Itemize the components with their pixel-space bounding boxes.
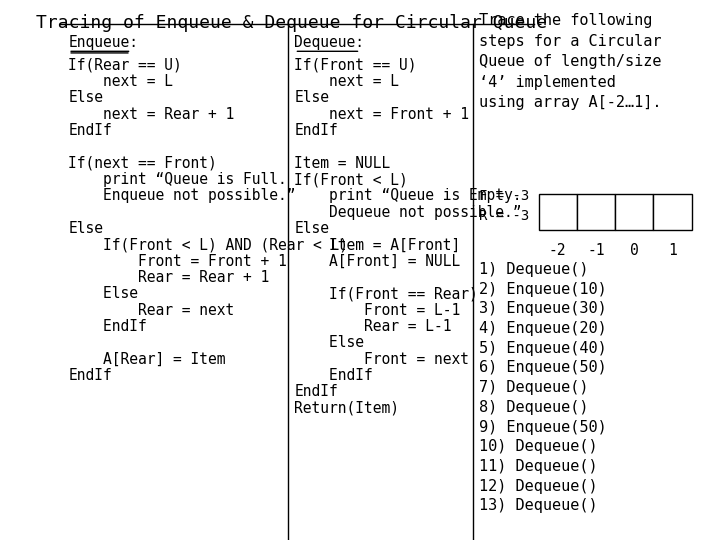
Text: F = -3: F = -3 — [480, 189, 529, 203]
Text: Dequeue not possible.”: Dequeue not possible.” — [294, 205, 522, 220]
Text: R = -3: R = -3 — [480, 209, 529, 223]
Text: Item = NULL: Item = NULL — [294, 156, 391, 171]
Text: Enqueue:: Enqueue: — [68, 35, 138, 50]
Text: Trace the following
steps for a Circular
Queue of length/size
‘4’ implemented
us: Trace the following steps for a Circular… — [480, 14, 662, 110]
Text: Else: Else — [294, 335, 364, 350]
Text: EndIf: EndIf — [68, 319, 147, 334]
Text: Else: Else — [68, 221, 103, 236]
Text: Item = A[Front]: Item = A[Front] — [294, 238, 461, 252]
Bar — [539, 194, 577, 230]
Text: next = Rear + 1: next = Rear + 1 — [68, 107, 235, 122]
Text: EndIf: EndIf — [294, 368, 373, 383]
Text: Dequeue:: Dequeue: — [294, 35, 364, 50]
Text: 1: 1 — [668, 243, 677, 258]
Text: If(Front == U): If(Front == U) — [294, 58, 417, 73]
Text: Else: Else — [294, 221, 330, 236]
Text: 8) Dequeue(): 8) Dequeue() — [480, 400, 589, 415]
Text: 12) Dequeue(): 12) Dequeue() — [480, 478, 598, 494]
Text: print “Queue is Empty.: print “Queue is Empty. — [294, 188, 522, 204]
Text: Rear = L-1: Rear = L-1 — [294, 319, 452, 334]
Text: A[Front] = NULL: A[Front] = NULL — [294, 254, 461, 269]
Text: Return(Item): Return(Item) — [294, 401, 400, 416]
Text: 10) Dequeue(): 10) Dequeue() — [480, 439, 598, 454]
Text: If(Front == Rear): If(Front == Rear) — [294, 286, 478, 301]
Text: Else: Else — [294, 90, 330, 105]
Text: Rear = Rear + 1: Rear = Rear + 1 — [68, 270, 269, 285]
Text: Enqueue not possible.”: Enqueue not possible.” — [68, 188, 296, 204]
Text: Else: Else — [68, 286, 138, 301]
Text: 4) Enqueue(20): 4) Enqueue(20) — [480, 321, 607, 336]
Text: print “Queue is Full.: print “Queue is Full. — [68, 172, 287, 187]
Text: -2: -2 — [549, 243, 567, 258]
Bar — [615, 194, 653, 230]
Text: If(Rear == U): If(Rear == U) — [68, 58, 182, 73]
Text: Front = Front + 1: Front = Front + 1 — [68, 254, 287, 269]
Text: 7) Dequeue(): 7) Dequeue() — [480, 380, 589, 395]
Text: If(Front < L) AND (Rear < L): If(Front < L) AND (Rear < L) — [68, 238, 348, 252]
Text: Else: Else — [68, 90, 103, 105]
Text: Rear = next: Rear = next — [68, 303, 235, 318]
Text: next = L: next = L — [68, 74, 174, 89]
Text: 1) Dequeue(): 1) Dequeue() — [480, 262, 589, 277]
Text: EndIf: EndIf — [68, 368, 112, 383]
Text: Front = next: Front = next — [294, 352, 469, 367]
Text: 11) Dequeue(): 11) Dequeue() — [480, 459, 598, 474]
Text: A[Rear] = Item: A[Rear] = Item — [68, 352, 225, 367]
Text: If(Front < L): If(Front < L) — [294, 172, 408, 187]
Text: EndIf: EndIf — [294, 123, 338, 138]
Text: 5) Enqueue(40): 5) Enqueue(40) — [480, 341, 607, 356]
Text: EndIf: EndIf — [68, 123, 112, 138]
Text: next = Front + 1: next = Front + 1 — [294, 107, 469, 122]
Text: If(next == Front): If(next == Front) — [68, 156, 217, 171]
Text: 13) Dequeue(): 13) Dequeue() — [480, 498, 598, 514]
Text: Tracing of Enqueue & Dequeue for Circular Queue: Tracing of Enqueue & Dequeue for Circula… — [35, 14, 546, 31]
Text: EndIf: EndIf — [294, 384, 338, 400]
Text: 2) Enqueue(10): 2) Enqueue(10) — [480, 281, 607, 296]
Text: 3) Enqueue(30): 3) Enqueue(30) — [480, 301, 607, 316]
Text: Front = L-1: Front = L-1 — [294, 303, 461, 318]
Text: 9) Enqueue(50): 9) Enqueue(50) — [480, 420, 607, 435]
Bar — [653, 194, 692, 230]
Text: 0: 0 — [630, 243, 639, 258]
Bar — [577, 194, 615, 230]
Text: next = L: next = L — [294, 74, 400, 89]
Text: 6) Enqueue(50): 6) Enqueue(50) — [480, 360, 607, 375]
Text: -1: -1 — [588, 243, 605, 258]
